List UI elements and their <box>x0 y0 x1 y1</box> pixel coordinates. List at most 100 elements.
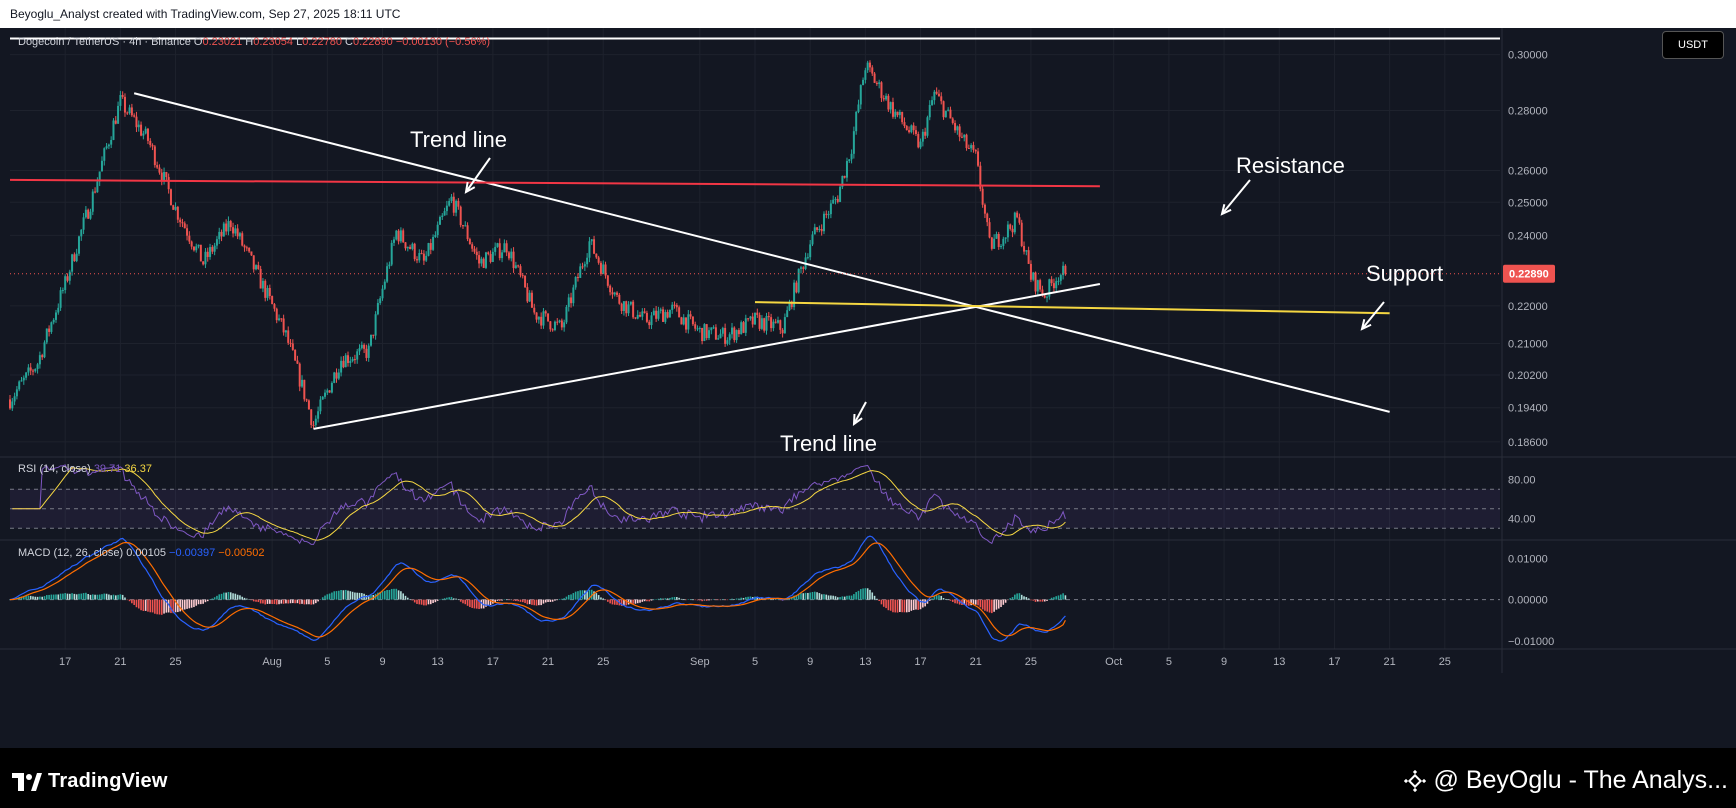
candle-down <box>903 122 906 127</box>
candle-up <box>926 117 929 136</box>
candle-up <box>13 396 16 402</box>
macd-histogram-bar <box>839 597 841 600</box>
arrow-trend-bottom-head <box>852 413 863 427</box>
macd-histogram-bar <box>524 599 526 603</box>
candle-down <box>524 275 527 288</box>
candle-down <box>967 147 970 149</box>
time-tick-label: 13 <box>859 656 871 668</box>
candle-down <box>526 287 529 302</box>
macd-histogram-bar <box>383 590 386 600</box>
macd-histogram-bar <box>669 597 671 600</box>
macd-histogram-bar <box>680 598 683 600</box>
macd-histogram-bar <box>940 595 943 600</box>
macd-histogram-bar <box>804 592 807 600</box>
arrow-resistance <box>1221 179 1251 215</box>
candle-up <box>553 321 556 331</box>
macd-histogram-bar <box>800 593 802 600</box>
chart-svg[interactable]: 0.30000 0.28000 0.26000 0.25000 0.24000 0.220… <box>0 28 1736 748</box>
macd-histogram-bar <box>443 598 446 600</box>
candle-down <box>347 355 350 363</box>
macd-histogram-bar <box>577 591 579 600</box>
macd-histogram-bar <box>625 599 628 606</box>
macd-histogram-bar <box>73 593 76 600</box>
macd-histogram-bar <box>206 599 209 602</box>
candle-up <box>59 290 62 308</box>
candle-down <box>31 370 34 372</box>
candle-up <box>765 316 768 331</box>
candle-up <box>772 321 775 329</box>
candle-down <box>547 313 550 322</box>
candle-up <box>496 243 499 247</box>
macd-histogram-bar <box>1055 596 1058 600</box>
macd-histogram-bar <box>1034 599 1037 602</box>
price-tick-label: 0.28000 <box>1508 105 1548 117</box>
annotation-trend-line-bottom: Trend line <box>780 431 877 456</box>
candle-up <box>528 292 531 302</box>
macd-histogram-bar <box>312 599 315 605</box>
candle-up <box>1036 280 1039 292</box>
candle-down <box>604 264 607 276</box>
macd-histogram-bar <box>471 599 473 608</box>
macd-histogram-bar <box>117 594 119 600</box>
macd-histogram-bar <box>39 596 41 600</box>
macd-histogram-bar <box>968 599 970 606</box>
time-tick-label: 25 <box>1439 656 1451 668</box>
candle-up <box>383 281 386 289</box>
candle-down <box>310 409 313 425</box>
candle-down <box>133 115 136 117</box>
candle-up <box>650 315 653 326</box>
rsi-tick-label: 80.00 <box>1508 475 1536 487</box>
candle-up <box>735 330 738 341</box>
candle-down <box>165 171 168 178</box>
candle-down <box>452 196 455 213</box>
chart-area[interactable]: 0.30000 0.28000 0.26000 0.25000 0.24000 0.220… <box>0 28 1736 748</box>
macd-histogram-bar <box>896 599 899 613</box>
macd-histogram-bar <box>1014 594 1016 600</box>
candle-up <box>1006 224 1009 238</box>
candle-down <box>365 348 368 358</box>
macd-histogram-bar <box>96 594 99 600</box>
macd-histogram-bar <box>963 599 966 605</box>
candle-down <box>489 254 492 262</box>
candle-up <box>234 228 237 234</box>
candle-up <box>324 392 327 397</box>
candle-down <box>146 128 149 141</box>
macd-legend: MACD (12, 26, close) 0.00105 −0.00397 −0… <box>18 547 264 559</box>
macd-histogram-bar <box>703 599 706 601</box>
candle-down <box>211 247 214 252</box>
macd-histogram-bar <box>457 599 460 600</box>
macd-histogram-bar <box>995 599 998 610</box>
macd-histogram-bar <box>1011 597 1014 600</box>
macd-histogram-bar <box>432 599 434 604</box>
candle-up <box>995 234 998 239</box>
macd-tick-label: 0.01000 <box>1508 553 1548 565</box>
macd-histogram-bar <box>712 599 715 600</box>
candle-down <box>737 330 740 335</box>
macd-histogram-bar <box>834 596 837 600</box>
candle-down <box>176 206 179 220</box>
candle-up <box>1059 275 1062 281</box>
candle-down <box>402 230 405 243</box>
candle-down <box>335 372 338 379</box>
candle-up <box>503 243 506 253</box>
candle-down <box>1009 224 1012 229</box>
macd-histogram-bar <box>1000 599 1002 608</box>
time-tick-label: 9 <box>379 656 385 668</box>
macd-histogram-bar <box>609 599 611 604</box>
tradingview-brand: TradingView <box>48 770 168 792</box>
currency-button[interactable]: USDT <box>1662 31 1724 59</box>
macd-histogram-bar <box>404 595 407 600</box>
macd-histogram-bar <box>459 599 462 602</box>
candle-down <box>905 126 908 131</box>
macd-histogram-bar <box>584 590 586 600</box>
candle-down <box>87 209 90 219</box>
candle-down <box>473 248 476 252</box>
candle-down <box>280 318 283 320</box>
candle-down <box>66 276 69 281</box>
candle-down <box>977 151 980 166</box>
tradingview-logo[interactable]: TradingView <box>12 770 168 793</box>
time-tick-label: Oct <box>1105 656 1122 668</box>
candle-up <box>392 239 395 243</box>
candle-up <box>45 328 48 343</box>
candle-up <box>1055 281 1058 289</box>
